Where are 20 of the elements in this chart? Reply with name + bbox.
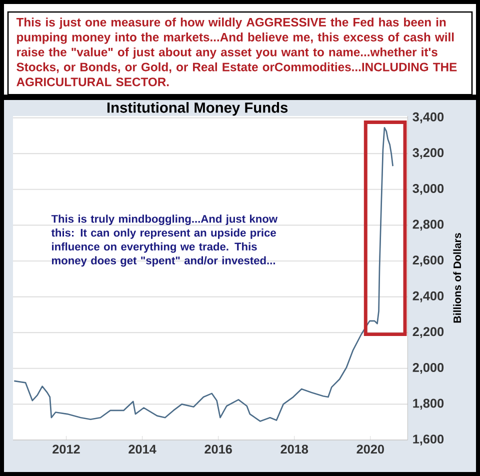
x-tick-label: 2012 [52,444,80,454]
annotation: This is truly mindboggling...And just know this: It can only represent an upside price influence on everything we trade. This money does get "spent" and/or invested... [51,214,278,267]
y-tick-label: 2,600 [412,256,444,266]
x-tick-label: 2018 [280,444,308,454]
chart-title: Institutional Money Funds [107,102,288,116]
x-tick-label: 2020 [356,444,384,454]
y-tick-label: 2,800 [412,220,444,231]
y-tick-label: 2,200 [412,327,444,338]
y-tick-label: 1,800 [413,398,444,410]
y-tick-label: 2,400 [412,291,444,302]
y-tick-label: 3,400 [412,112,444,124]
y-axis-title: Billions of Dollars [453,233,462,323]
y-tick-label: 3,000 [412,184,444,195]
y-tick-label: 3,200 [412,148,444,159]
x-tick-label: 2014 [128,444,156,454]
text: This is just one measure of how wildly AGGRESSIVE the Fed has been in pumping money into the markets...And believe me, this excess of cash will raise the "value" of just about any asset you want to name...whether it's Stocks, or Bonds, or Gold, or Real Estate orCommodities...INCLUDING THE AGRICULTURAL SECTOR. [16,18,457,86]
line-series [13,126,394,422]
y-tick-label: 2,000 [412,362,444,374]
y-tick-label: 1,600 [413,434,444,446]
x-tick-label: 2016 [204,444,232,454]
